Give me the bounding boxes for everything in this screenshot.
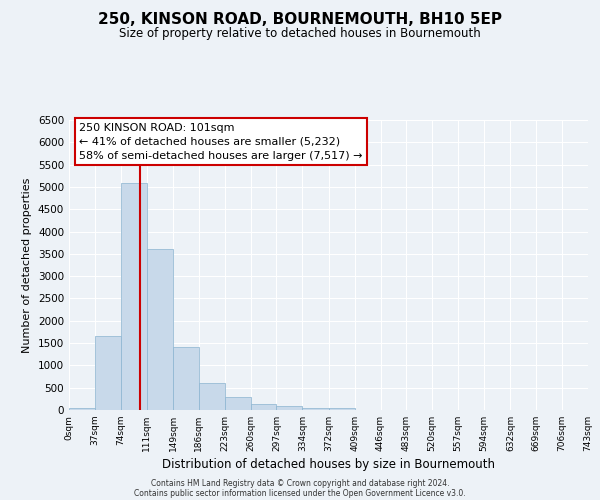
Text: Contains HM Land Registry data © Crown copyright and database right 2024.: Contains HM Land Registry data © Crown c… [151,478,449,488]
Text: 250 KINSON ROAD: 101sqm
← 41% of detached houses are smaller (5,232)
58% of semi: 250 KINSON ROAD: 101sqm ← 41% of detache… [79,123,363,161]
Y-axis label: Number of detached properties: Number of detached properties [22,178,32,352]
X-axis label: Distribution of detached houses by size in Bournemouth: Distribution of detached houses by size … [162,458,495,471]
Bar [251,404,277,410]
Bar [173,346,199,410]
Bar [95,336,121,410]
Text: Contains public sector information licensed under the Open Government Licence v3: Contains public sector information licen… [134,488,466,498]
Bar [121,184,146,410]
Bar [199,383,225,410]
Bar [146,250,173,410]
Text: Size of property relative to detached houses in Bournemouth: Size of property relative to detached ho… [119,28,481,40]
Bar [329,408,355,410]
Bar [225,396,251,410]
Text: 250, KINSON ROAD, BOURNEMOUTH, BH10 5EP: 250, KINSON ROAD, BOURNEMOUTH, BH10 5EP [98,12,502,28]
Bar [302,408,329,410]
Bar [69,408,95,410]
Bar [277,406,302,410]
